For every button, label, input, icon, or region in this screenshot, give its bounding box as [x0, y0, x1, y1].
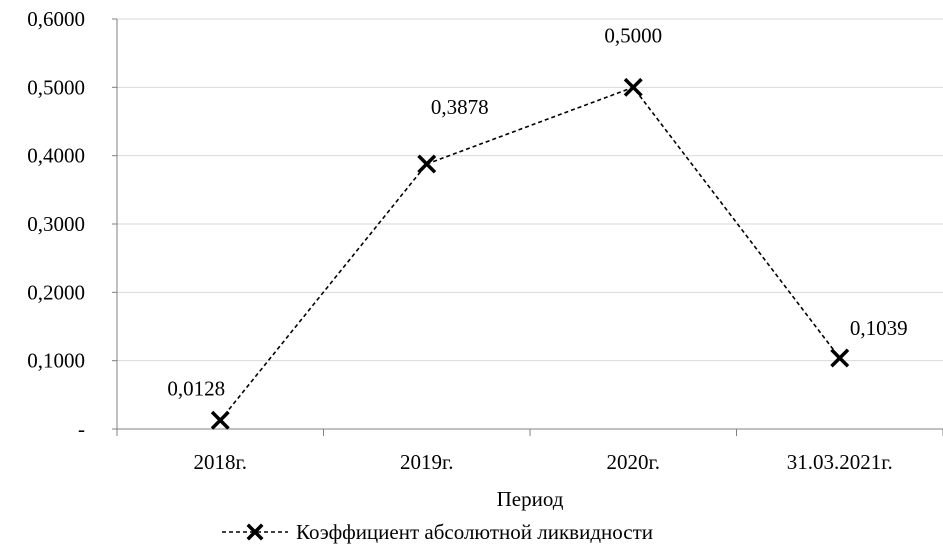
data-labels: 0,0128 0,3878 0,5000 0,1039	[167, 23, 907, 400]
legend-label: Коэффициент абсолютной ликвидности	[296, 520, 653, 544]
data-label: 0,5000	[604, 23, 662, 47]
data-point-marker	[830, 348, 850, 368]
x-axis-tick-labels: 2018г. 2019г. 2020г. 31.03.2021г.	[194, 450, 893, 474]
y-tick-label: 0,1000	[27, 349, 85, 373]
y-tick-label: 0,3000	[27, 212, 85, 236]
x-tick-label: 2020г.	[607, 450, 661, 474]
legend: Коэффициент абсолютной ликвидности	[222, 520, 653, 544]
x-tick-label: 2019г.	[400, 450, 454, 474]
x-axis-title: Период	[497, 487, 564, 511]
data-point-marker	[417, 154, 437, 174]
data-label: 0,3878	[431, 95, 489, 119]
y-axis-tick-labels: - 0,1000 0,2000 0,3000 0,4000 0,5000 0,6000	[27, 7, 85, 441]
series-line	[219, 86, 841, 421]
legend-marker-icon	[246, 523, 264, 541]
data-label: 0,1039	[850, 316, 908, 340]
data-point-marker	[210, 410, 230, 430]
y-tick-label: 0,6000	[27, 7, 85, 31]
data-point-marker	[623, 77, 643, 97]
gridlines	[117, 18, 943, 362]
y-tick-label: 0,2000	[27, 280, 85, 304]
y-tick-label: 0,5000	[27, 75, 85, 99]
series-layer	[210, 77, 850, 430]
y-tick-label: 0,4000	[27, 144, 85, 168]
y-tick-label: -	[78, 417, 85, 441]
axes	[112, 18, 943, 436]
x-tick-label: 31.03.2021г.	[787, 450, 893, 474]
data-label: 0,0128	[167, 376, 225, 400]
x-tick-label: 2018г.	[194, 450, 248, 474]
